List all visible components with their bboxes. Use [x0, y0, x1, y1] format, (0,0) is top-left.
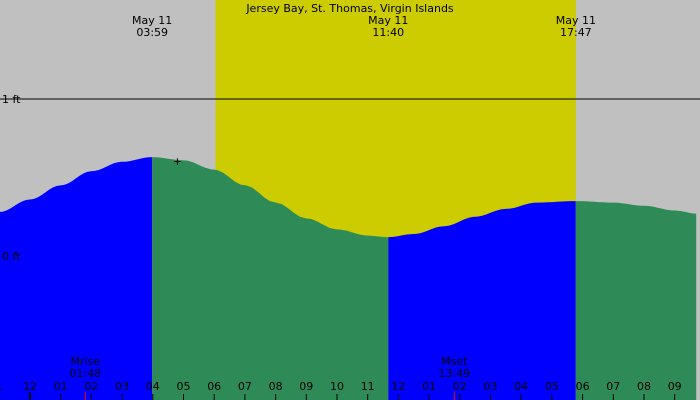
- falling-tide-area: [152, 157, 389, 400]
- x-tick-label: 01: [422, 380, 436, 393]
- moon-event-label: Mset: [441, 355, 468, 368]
- falling-tide-area: [575, 201, 697, 400]
- y-tick-label: 0 ft: [2, 250, 21, 263]
- y-tick-label: 1 ft: [2, 93, 21, 106]
- moon-event-time: 13:49: [438, 367, 470, 380]
- x-tick-label: 05: [177, 380, 191, 393]
- x-tick-label: 12: [23, 380, 37, 393]
- tide-event-time: 03:59: [136, 26, 168, 39]
- tide-event-date: May 11: [556, 14, 596, 27]
- x-tick-label: 08: [637, 380, 651, 393]
- tide-event-time: 17:47: [560, 26, 592, 39]
- x-tick-label: 07: [606, 380, 620, 393]
- moon-event-label: Mrise: [70, 355, 100, 368]
- x-tick-label: 02: [453, 380, 467, 393]
- x-tick-label: 03: [115, 380, 129, 393]
- x-axis: 1 12 01 02 03 04 05 06 07 08 09 10 11 12 01 02 03 04 05 06 0…: [0, 380, 682, 400]
- midnight-marker: [29, 392, 31, 400]
- x-tick-label: 04: [146, 380, 160, 393]
- high-tide-marker: +: [173, 155, 182, 168]
- chart-title: Jersey Bay, St. Thomas, Virgin Islands: [245, 2, 454, 15]
- tide-event-date: May 11: [368, 14, 408, 27]
- rising-tide-area: [388, 201, 576, 400]
- tide-event-date: May 11: [132, 14, 172, 27]
- x-tick-label: 03: [484, 380, 498, 393]
- x-tick-label: 10: [330, 380, 344, 393]
- x-tick-label: 07: [238, 380, 252, 393]
- x-tick-label: 11: [361, 380, 375, 393]
- x-tick-label: 01: [54, 380, 68, 393]
- rising-tide-area: [0, 157, 153, 400]
- x-tick-label: 06: [207, 380, 221, 393]
- tide-areas: [0, 157, 697, 400]
- x-tick-label: 09: [668, 380, 682, 393]
- x-tick-label: 06: [576, 380, 590, 393]
- x-tick-label: 1: [0, 380, 3, 393]
- x-tick-label: 05: [545, 380, 559, 393]
- tide-event-time: 11:40: [372, 26, 404, 39]
- moon-event-time: 01:48: [69, 367, 101, 380]
- x-tick-label: 02: [84, 380, 98, 393]
- x-tick-label: 04: [514, 380, 528, 393]
- x-tick-label: 12: [391, 380, 405, 393]
- x-tick-label: 08: [269, 380, 283, 393]
- y-tick-labels: 1 ft 0 ft: [2, 93, 21, 263]
- x-tick-label: 09: [299, 380, 313, 393]
